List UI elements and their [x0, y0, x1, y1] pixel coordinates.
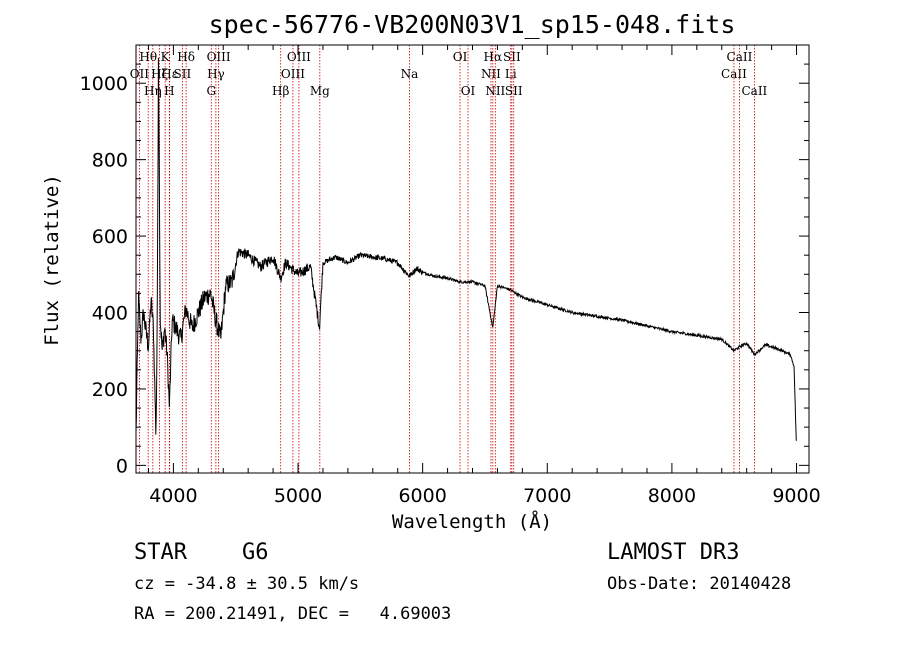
emission-line-label: OI [453, 50, 468, 64]
object-class: STAR [134, 540, 187, 565]
observation-date: Obs-Date: 20140428 [607, 574, 792, 594]
survey-name: LAMOST DR3 [607, 540, 740, 565]
emission-line-label: OIII [287, 50, 311, 64]
emission-line-label: Hδ [177, 50, 195, 64]
emission-line-label: NII [485, 84, 505, 98]
emission-line-label: Hθ [139, 50, 157, 64]
x-tick-label: 7000 [523, 485, 571, 507]
spectrum-line [135, 57, 797, 441]
y-axis-label: Flux (relative) [41, 174, 63, 346]
emission-line-label: OI [461, 84, 476, 98]
emission-line-markers: OIIHθHηHζKHHεSIIHδGHγOIIIHβOIIIOIIIMgNaO… [130, 45, 768, 473]
y-tick-label: 1000 [80, 73, 128, 95]
object-subclass: G6 [242, 540, 269, 565]
chart-title: spec-56776-VB200N03V1_sp15-048.fits [209, 10, 736, 39]
emission-line-label: Hζ [151, 67, 168, 81]
x-tick-label: 9000 [772, 485, 820, 507]
emission-line-label: SII [174, 67, 192, 81]
y-tick-label: 800 [92, 150, 128, 172]
emission-line-label: OIII [281, 67, 305, 81]
emission-line-label: NII [481, 67, 501, 81]
axis-ticks: 4000 5000 6000 7000 8000 9000 0 200 400 600 800 100… [80, 44, 821, 507]
y-tick-label: 400 [92, 303, 128, 325]
emission-line-label: CaII [741, 84, 767, 98]
redshift-velocity: cz = -34.8 ± 30.5 km/s [134, 574, 360, 594]
x-tick-label: 6000 [398, 485, 446, 507]
y-tick-label: 200 [92, 379, 128, 401]
emission-line-label: Hε [161, 67, 178, 81]
emission-line-label: Hβ [272, 84, 289, 98]
emission-line-label: SII [503, 50, 521, 64]
x-tick-label: 4000 [149, 485, 197, 507]
emission-line-label: Li [505, 67, 517, 81]
emission-line-label: Hγ [207, 67, 225, 81]
emission-line-label: OII [130, 67, 150, 81]
x-axis-label: Wavelength (Å) [392, 510, 552, 533]
emission-line-label: CaII [721, 67, 747, 81]
emission-line-label: Mg [310, 84, 330, 98]
x-tick-label: 5000 [274, 485, 322, 507]
emission-line-label: SII [505, 84, 523, 98]
y-tick-label: 600 [92, 226, 128, 248]
y-tick-label: 0 [116, 455, 128, 477]
emission-line-label: K [161, 50, 171, 64]
emission-line-label: G [206, 84, 216, 98]
emission-line-label: Hα [484, 50, 503, 64]
emission-line-label: CaII [727, 50, 753, 64]
emission-line-label: OIII [207, 50, 231, 64]
x-tick-label: 8000 [648, 485, 696, 507]
coordinates: RA = 200.21491, DEC = 4.69003 [134, 604, 452, 624]
emission-line-label: Hη [144, 84, 162, 98]
emission-line-label: Na [401, 67, 419, 81]
